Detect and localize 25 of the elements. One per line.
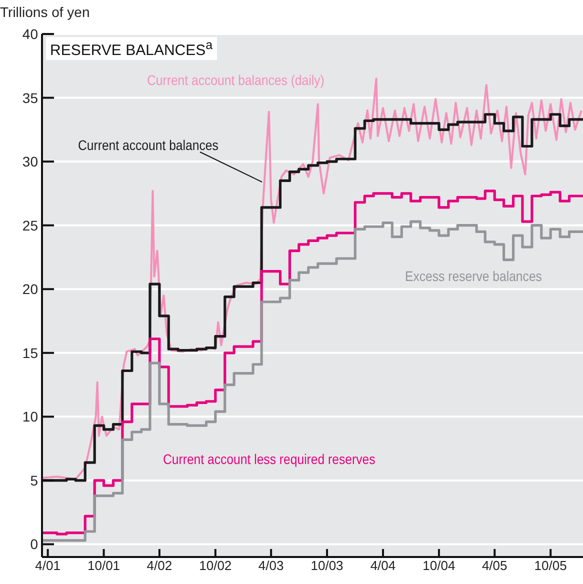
chart-title: RESERVE BALANCES$^{a}$ xyxy=(46,37,217,60)
y-axis-title: Trillions of yen xyxy=(0,4,90,20)
x-tick-label: 4/05 xyxy=(482,558,508,574)
x-tick-label: 4/01 xyxy=(35,558,60,574)
series-label: Current account balances (daily) xyxy=(147,72,324,88)
y-tick-label: 15 xyxy=(22,344,38,361)
x-tick-label: 10/03 xyxy=(310,558,344,574)
y-tick-label: 40 xyxy=(22,26,38,42)
x-tick-label: 4/02 xyxy=(146,558,172,574)
y-tick-label: 30 xyxy=(22,154,38,170)
y-tick-label: 10 xyxy=(22,408,38,425)
y-tick-label: 35 xyxy=(22,90,38,106)
series-label: Excess reserve balances xyxy=(405,268,542,284)
y-tick-label: 5 xyxy=(30,472,38,488)
x-tick-label: 4/03 xyxy=(258,558,284,574)
text: Current account balances xyxy=(78,137,218,153)
x-tick-label: 4/04 xyxy=(370,558,396,574)
x-tick-label: 10/02 xyxy=(199,558,232,574)
text: Current account less required reserves xyxy=(163,451,376,467)
x-tick-label: 10/05 xyxy=(534,558,567,574)
x-tick-label: 10/04 xyxy=(422,558,456,574)
x-tick-label: 10/01 xyxy=(88,558,120,574)
y-tick-label: 20 xyxy=(22,281,38,298)
y-tick-label: 25 xyxy=(22,217,38,234)
y-tick-label: 0 xyxy=(30,536,38,552)
